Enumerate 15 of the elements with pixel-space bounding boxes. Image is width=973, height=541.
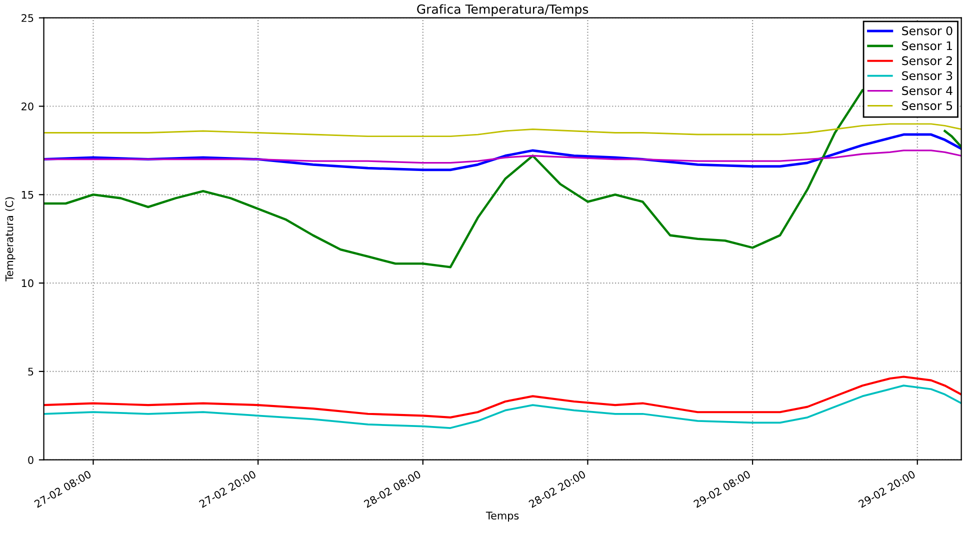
legend-label: Sensor 0 <box>902 26 952 36</box>
legend-label: Sensor 3 <box>902 71 952 80</box>
y-tick-label: 15 <box>22 191 34 199</box>
legend-label: Sensor 1 <box>902 41 952 50</box>
y-axis-title: Temperatura (C) <box>5 197 16 282</box>
y-tick-label: 0 <box>28 456 34 464</box>
y-tick-label: 5 <box>28 368 34 376</box>
chart-title: Grafica Temperatura/Temps <box>417 4 588 16</box>
y-tick-label: 20 <box>22 102 34 110</box>
y-tick-label: 10 <box>22 279 34 288</box>
legend-label: Sensor 4 <box>902 86 952 96</box>
legend-label: Sensor 5 <box>902 101 952 110</box>
x-axis-title: Temps <box>486 512 519 522</box>
legend-label: Sensor 2 <box>902 56 952 66</box>
y-tick-label: 25 <box>22 14 34 22</box>
